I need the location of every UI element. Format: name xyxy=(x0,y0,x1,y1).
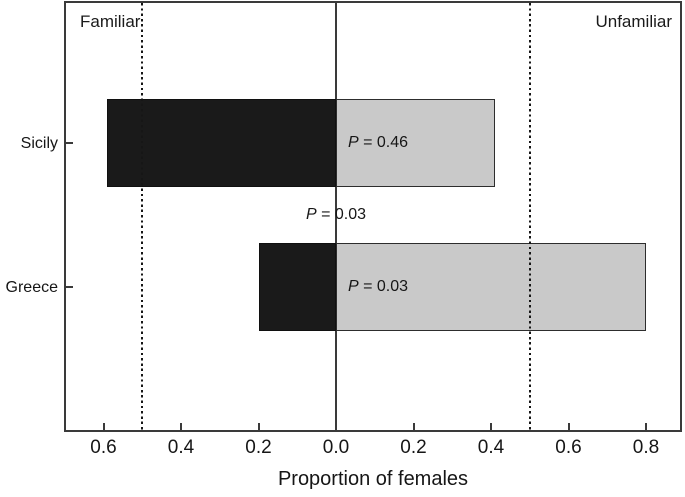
p-value-sicily: P = 0.46 xyxy=(348,133,408,153)
category-label-sicily: Sicily xyxy=(20,134,58,152)
x-tick xyxy=(180,423,182,430)
x-tick-label: 0.4 xyxy=(477,437,505,458)
zero-baseline xyxy=(335,3,337,430)
y-tick xyxy=(66,286,73,288)
x-tick xyxy=(567,423,570,430)
y-tick xyxy=(66,142,73,144)
x-tick-label: 0.2 xyxy=(245,437,272,458)
p-value-text: = 0.46 xyxy=(358,134,409,151)
x-tick xyxy=(490,423,492,430)
x-axis-title: Proportion of females xyxy=(277,468,469,490)
reference-line-unfamiliar xyxy=(528,3,531,430)
bar-greece-familiar xyxy=(258,243,336,331)
plot-area: P = 0.46 P = 0.03 P = 0.03 xyxy=(66,3,680,430)
p-value-text: = 0.03 xyxy=(316,206,367,223)
category-label-greece: Greece xyxy=(5,278,58,296)
plot-frame: P = 0.46 P = 0.03 P = 0.03 Familiar Unfami… xyxy=(64,1,682,432)
reference-line-familiar xyxy=(141,3,144,430)
x-tick xyxy=(645,423,647,430)
bar-sicily-unfamiliar xyxy=(336,99,495,187)
p-value-text: = 0.03 xyxy=(358,278,409,295)
unfamiliar-side-label: Unfamiliar xyxy=(595,12,672,31)
x-tick-label: 0.6 xyxy=(90,437,117,458)
x-tick xyxy=(412,423,415,430)
x-tick xyxy=(335,423,337,430)
p-symbol: P xyxy=(348,134,359,151)
p-symbol: P xyxy=(348,278,359,295)
p-value-between-bars: P = 0.03 xyxy=(306,205,366,225)
bar-sicily-familiar xyxy=(107,99,336,187)
x-tick-label: 0.4 xyxy=(167,437,195,458)
x-tick-label: 0.0 xyxy=(322,437,350,458)
x-tick-label: 0.6 xyxy=(555,437,582,458)
p-value-greece: P = 0.03 xyxy=(348,277,408,297)
x-tick xyxy=(257,423,260,430)
x-tick-label: 0.2 xyxy=(400,437,427,458)
familiar-side-label: Familiar xyxy=(80,12,141,31)
bar-greece-unfamiliar xyxy=(336,243,646,331)
p-symbol: P xyxy=(305,206,317,223)
x-tick xyxy=(102,423,105,430)
x-tick-label: 0.8 xyxy=(632,437,660,458)
